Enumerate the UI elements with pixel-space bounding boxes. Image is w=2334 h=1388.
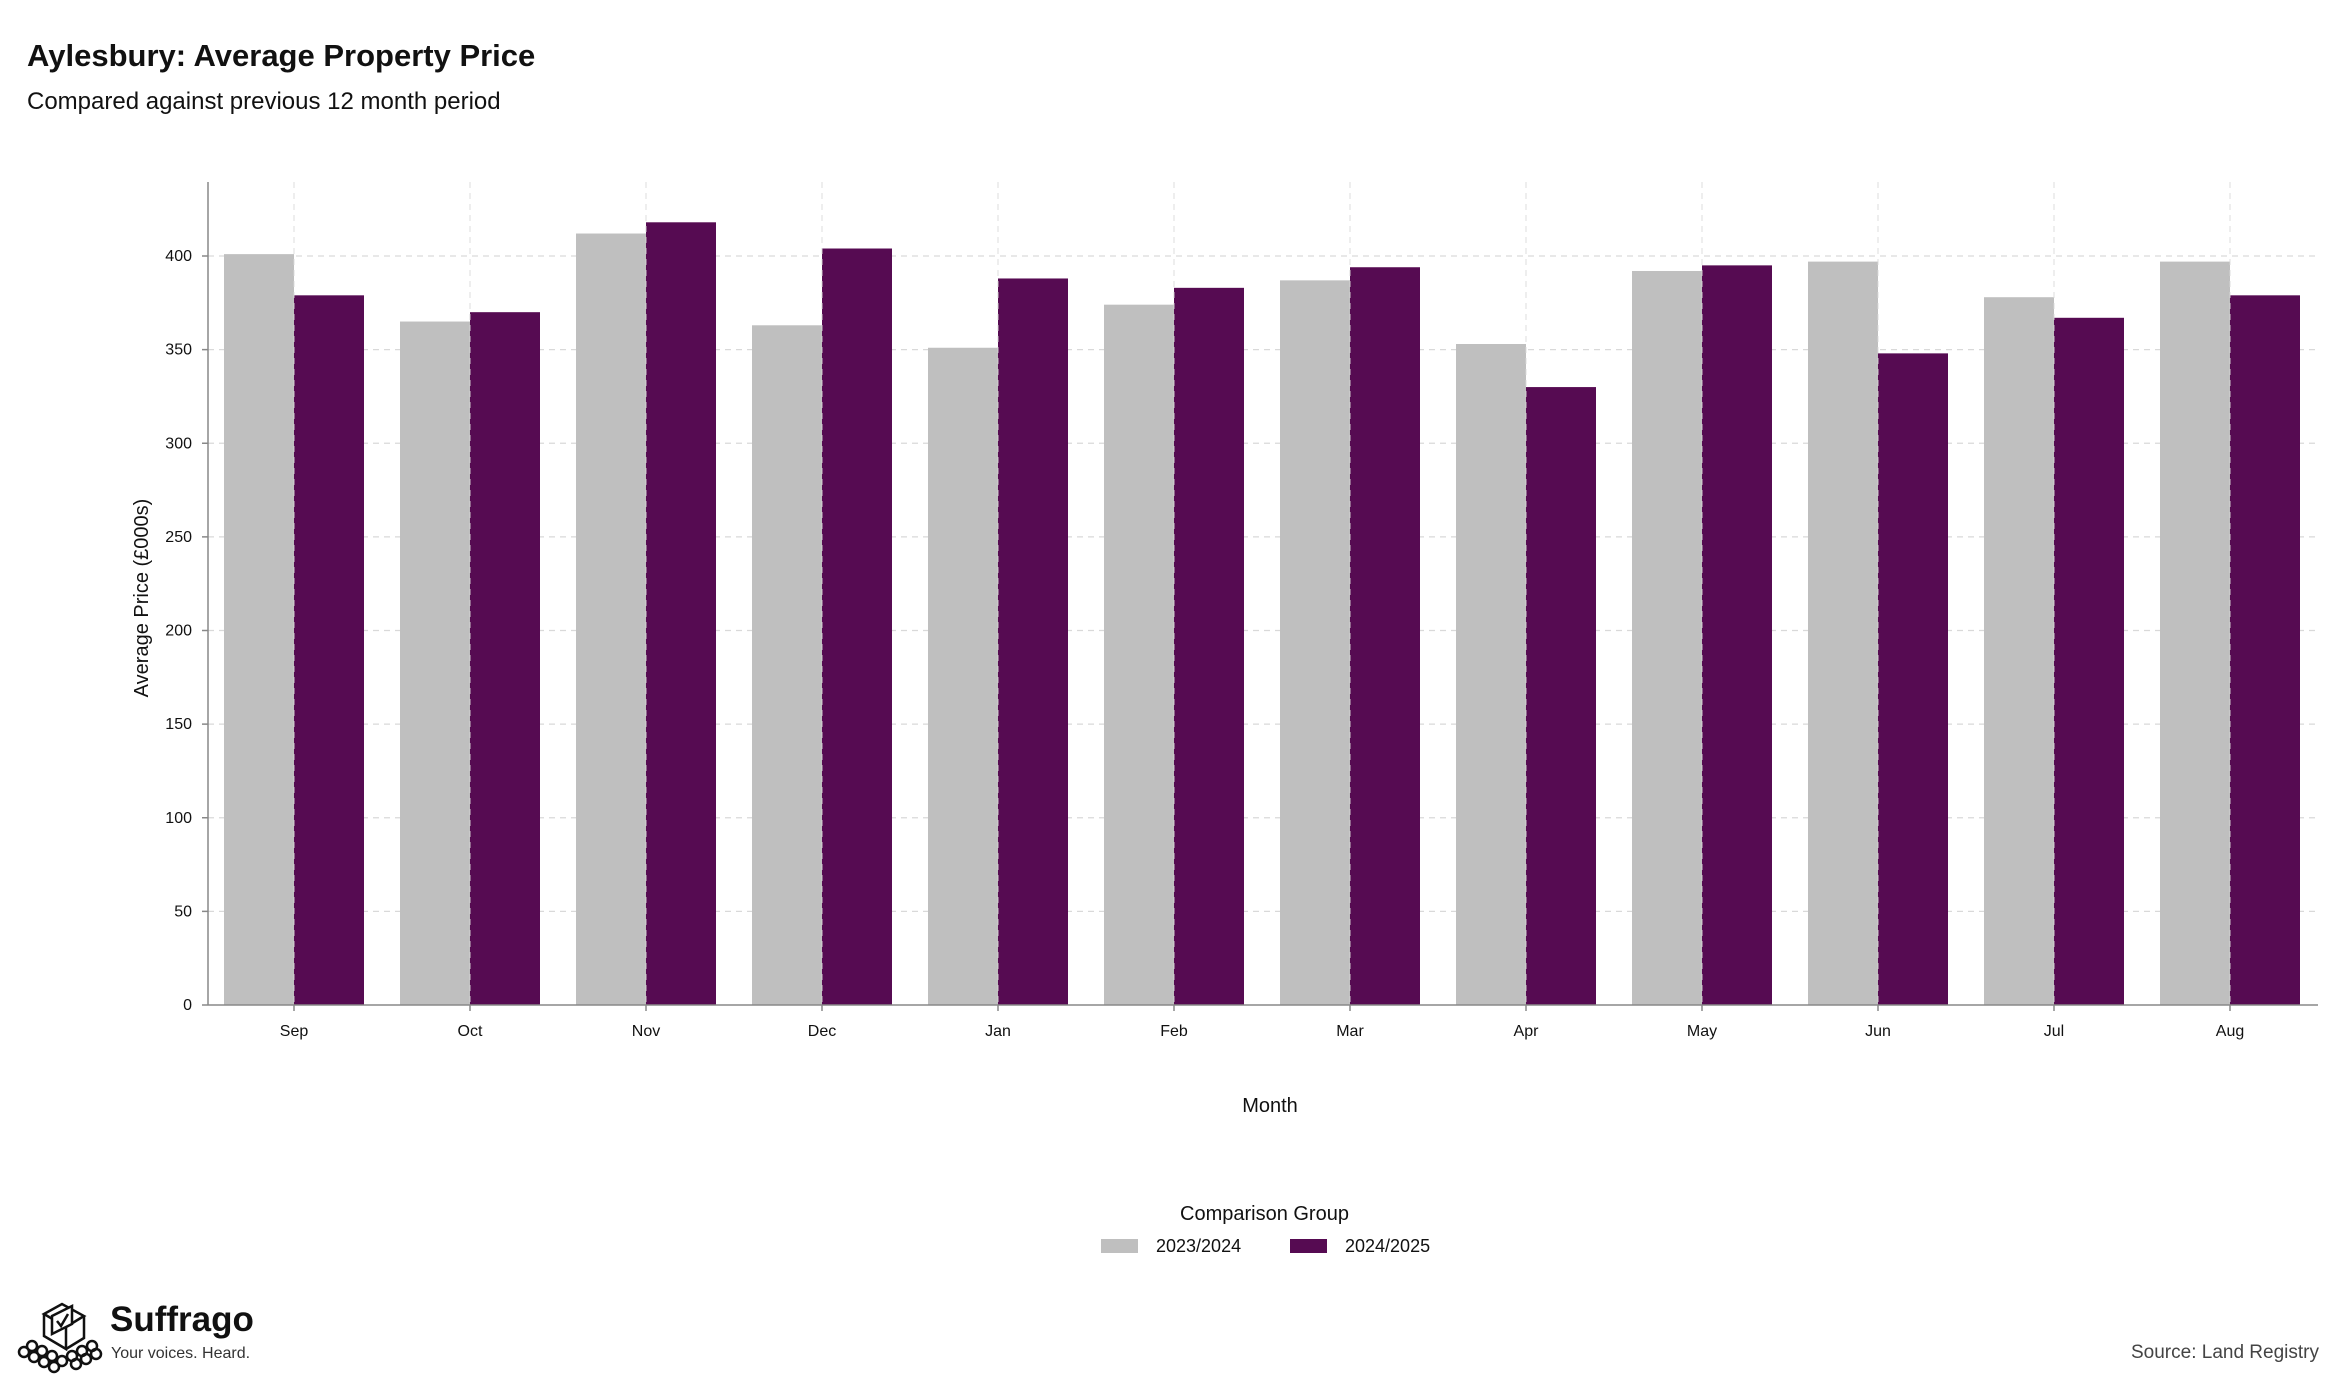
chart-title: Aylesbury: Average Property Price [27,38,536,73]
bar-may-2023-2024 [1632,270,1702,1006]
y-axis-label: Average Price (£000s) [131,499,153,698]
x-tick-label-mar: Mar [1336,1023,1364,1040]
x-tick-label-jun: Jun [1865,1023,1891,1040]
bar-may-2024-2025 [1702,265,1772,1005]
x-tick-labels: Sep Oct Nov Dec Jan Feb Mar Apr May Jun Jul Aug [280,1005,2244,1040]
legend-item-2024-2025: 2024/2025 [1290,1236,1430,1256]
bar-oct-2023-2024 [400,321,470,1006]
bar-jul-2024-2025 [2054,317,2124,1006]
x-tick-label-dec: Dec [808,1023,836,1040]
y-tick-label-300: 300 [165,435,192,452]
legend-swatch-2024-2025 [1290,1239,1327,1253]
y-tick-label-350: 350 [165,342,192,359]
bar-apr-2024-2025 [1526,387,1596,1005]
bar-nov-2024-2025 [646,222,716,1006]
legend-title: Comparison Group [1180,1203,1349,1225]
x-tick-label-jan: Jan [985,1023,1011,1040]
bar-nov-2023-2024 [576,233,646,1005]
x-tick-label-nov: Nov [632,1023,660,1040]
bar-jun-2023-2024 [1808,261,1878,1005]
bar-chart: 0 50 100 150 200 250 300 350 400 Sep Oct Nov Dec Jan… [131,182,2318,1117]
y-tick-label-0: 0 [183,997,192,1014]
bar-feb-2024-2025 [1174,287,1244,1005]
x-tick-label-apr: Apr [1514,1023,1540,1040]
y-tick-label-100: 100 [165,810,192,827]
source-note: Source: Land Registry [2131,1342,2319,1363]
legend-label-2023-2024: 2023/2024 [1156,1235,1242,1256]
bar-mar-2024-2025 [1350,267,1420,1005]
y-tick-label-250: 250 [165,529,192,546]
y-tick-label-50: 50 [174,903,192,920]
y-tick-label-150: 150 [165,716,192,733]
x-tick-label-aug: Aug [2216,1023,2244,1040]
bar-jun-2024-2025 [1878,353,1948,1005]
x-tick-label-oct: Oct [458,1023,483,1040]
legend-label-2024-2025: 2024/2025 [1345,1235,1431,1256]
bar-mar-2023-2024 [1280,280,1350,1005]
y-tick-labels: 0 50 100 150 200 250 300 350 400 [165,248,208,1014]
bar-oct-2024-2025 [470,312,540,1005]
x-tick-label-sep: Sep [280,1023,309,1040]
bar-feb-2023-2024 [1104,304,1174,1005]
x-tick-label-jul: Jul [2044,1023,2064,1040]
chart-subtitle: Compared against previous 12 month perio… [27,88,501,115]
vertical-grid-lines [293,182,2231,1005]
bar-jan-2023-2024 [928,347,998,1005]
bars [224,222,2300,1006]
legend-swatch-2023-2024 [1101,1239,1138,1253]
bar-sep-2024-2025 [294,295,364,1005]
x-axis-label: Month [1242,1095,1298,1117]
brand-name: Suffrago [110,1300,254,1339]
legend-item-2023-2024: 2023/2024 [1101,1236,1241,1256]
bar-aug-2023-2024 [2160,261,2230,1005]
axes [207,182,2318,1006]
bar-jan-2024-2025 [998,278,1068,1006]
brand-tagline: Your voices. Heard. [111,1345,251,1362]
bar-dec-2023-2024 [752,325,822,1006]
x-tick-label-may: May [1687,1023,1717,1040]
bar-sep-2023-2024 [224,254,294,1005]
y-tick-label-400: 400 [165,248,192,265]
bar-apr-2023-2024 [1456,344,1526,1005]
bar-jul-2023-2024 [1984,297,2054,1005]
bar-aug-2024-2025 [2230,295,2300,1005]
bar-dec-2024-2025 [822,248,892,1005]
y-tick-label-200: 200 [165,623,192,640]
ballot-box-icon [17,1302,103,1374]
x-tick-label-feb: Feb [1160,1023,1188,1040]
